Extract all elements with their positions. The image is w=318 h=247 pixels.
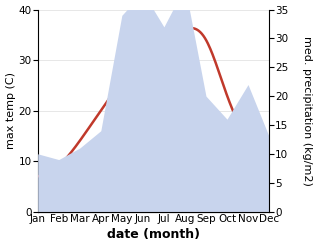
X-axis label: date (month): date (month) [107, 228, 200, 242]
Y-axis label: med. precipitation (kg/m2): med. precipitation (kg/m2) [302, 36, 313, 185]
Y-axis label: max temp (C): max temp (C) [5, 72, 16, 149]
